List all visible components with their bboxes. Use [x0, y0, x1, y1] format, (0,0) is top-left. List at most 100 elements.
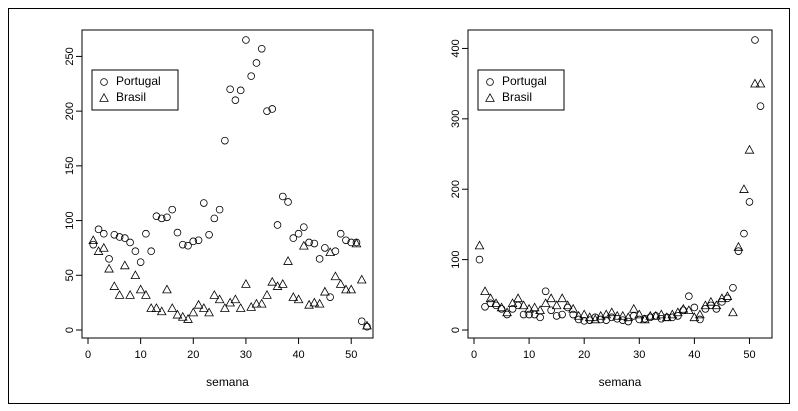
point-brasil — [744, 144, 755, 154]
point-portugal — [273, 221, 282, 229]
point-brasil — [146, 303, 157, 312]
point-brasil — [335, 279, 346, 288]
x-tick-label: 30 — [240, 349, 252, 361]
point-brasil — [584, 312, 595, 322]
point-brasil — [219, 303, 230, 312]
point-brasil — [114, 289, 125, 299]
point-brasil — [356, 274, 367, 284]
point-portugal — [547, 306, 555, 315]
point-portugal — [147, 247, 155, 256]
legend-label: Portugal — [502, 74, 547, 88]
point-brasil — [722, 291, 733, 300]
point-portugal — [89, 240, 98, 249]
point-brasil — [230, 294, 241, 304]
x-axis-label: semana — [599, 375, 642, 389]
point-brasil — [623, 312, 634, 322]
point-portugal — [110, 230, 119, 239]
point-portugal — [168, 205, 177, 214]
point-brasil — [645, 310, 656, 320]
point-portugal — [263, 107, 271, 115]
y-tick-label: 150 — [64, 157, 76, 175]
y-tick-label: 0 — [64, 327, 76, 333]
point-brasil — [529, 302, 540, 312]
point-brasil — [706, 296, 716, 306]
x-tick-label: 0 — [471, 349, 477, 361]
point-brasil — [304, 299, 314, 309]
point-portugal — [363, 322, 371, 331]
y-tick-label: 400 — [450, 39, 462, 57]
point-portugal — [607, 313, 616, 322]
point-brasil — [267, 276, 278, 286]
x-tick-label: 0 — [85, 349, 91, 361]
point-brasil — [362, 320, 372, 330]
point-brasil — [198, 303, 209, 312]
point-portugal — [357, 317, 366, 326]
x-axis-label: semana — [206, 375, 249, 389]
point-brasil — [272, 281, 283, 290]
point-brasil — [156, 306, 167, 316]
x-tick-label: 50 — [345, 349, 357, 361]
point-portugal — [552, 312, 561, 320]
legend-label: Brasil — [502, 90, 532, 104]
point-portugal — [336, 229, 345, 238]
point-portugal — [618, 316, 627, 324]
point-portugal — [247, 72, 255, 80]
point-portugal — [756, 102, 765, 110]
point-portugal — [289, 234, 298, 242]
point-portugal — [200, 199, 208, 207]
point-portugal — [157, 214, 166, 223]
point-brasil — [711, 300, 722, 310]
point-brasil — [262, 289, 272, 299]
point-brasil — [177, 311, 188, 321]
point-brasil — [573, 310, 584, 320]
point-brasil — [183, 314, 193, 323]
point-brasil — [739, 184, 749, 193]
point-portugal — [624, 317, 633, 326]
point-brasil — [135, 284, 146, 294]
x-tick-label: 20 — [187, 349, 199, 361]
point-portugal — [163, 213, 171, 222]
point-portugal — [519, 310, 528, 319]
point-brasil — [634, 309, 645, 319]
point-portugal — [696, 315, 704, 324]
point-brasil — [188, 307, 199, 317]
point-brasil — [256, 298, 267, 308]
point-portugal — [751, 36, 759, 44]
point-portugal — [131, 247, 140, 256]
point-brasil — [209, 289, 220, 299]
point-brasil — [104, 263, 114, 273]
point-brasil — [628, 303, 639, 313]
point-portugal — [268, 105, 277, 113]
point-brasil — [491, 298, 501, 308]
point-brasil — [568, 303, 579, 313]
point-brasil — [557, 293, 568, 303]
point-brasil — [330, 271, 341, 281]
point-portugal — [226, 85, 234, 94]
point-portugal — [231, 96, 240, 104]
point-brasil — [277, 279, 288, 288]
point-portugal — [525, 310, 533, 319]
point-portugal — [142, 229, 150, 238]
point-portugal — [189, 237, 198, 246]
y-tick-label: 100 — [64, 211, 76, 229]
x-tick-label: 40 — [688, 349, 700, 361]
point-brasil — [241, 279, 251, 288]
point-portugal — [679, 306, 688, 315]
x-tick-label: 10 — [135, 349, 147, 361]
point-portugal — [690, 303, 699, 312]
y-tick-label: 0 — [450, 327, 462, 333]
point-brasil — [480, 286, 490, 296]
point-portugal — [305, 238, 313, 247]
point-brasil — [109, 281, 120, 290]
legend-label: Brasil — [116, 90, 146, 104]
point-brasil — [502, 307, 512, 317]
legend-circle-marker — [486, 78, 494, 86]
right-scatter-panel: 0 10 20 30 40 50 0 100 200 300 400 semana Portugal Br… — [450, 29, 773, 389]
point-brasil — [88, 235, 99, 245]
point-portugal — [569, 310, 577, 319]
point-portugal — [326, 293, 334, 301]
legend-box — [91, 69, 179, 111]
point-portugal — [685, 292, 693, 301]
point-portugal — [300, 223, 308, 231]
point-portugal — [745, 198, 754, 206]
